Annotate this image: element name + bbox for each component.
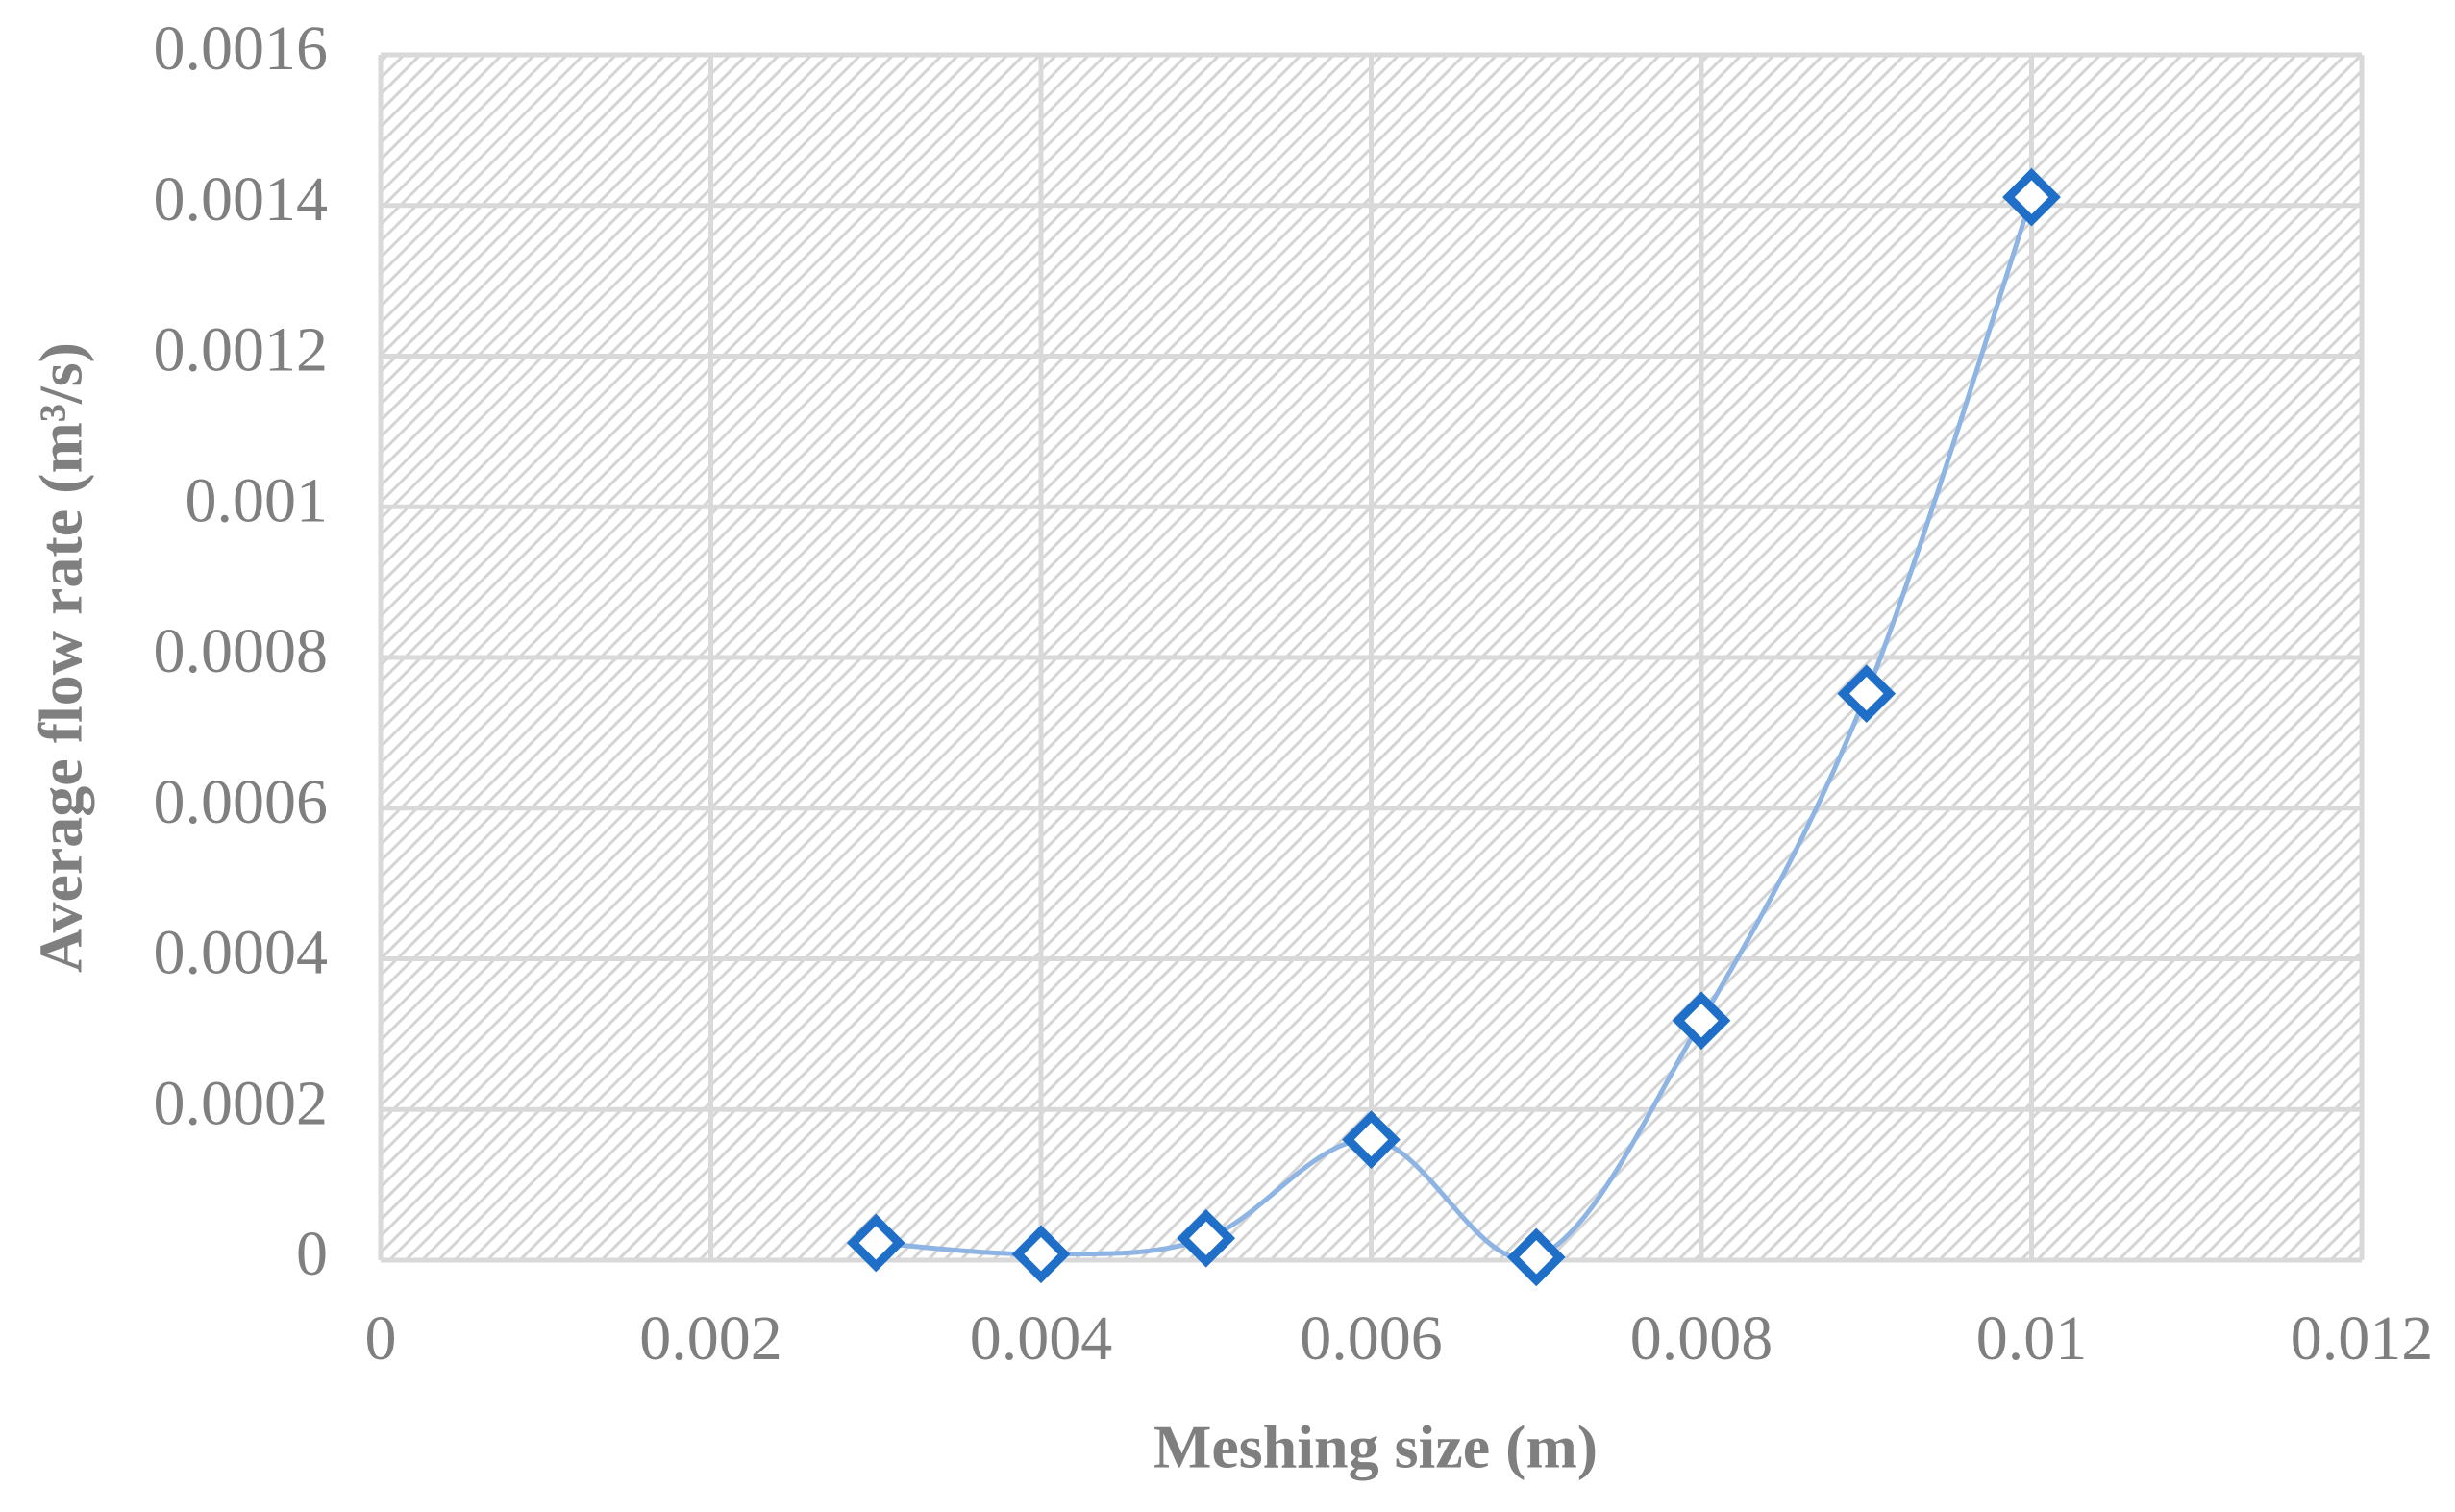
y-tick-label: 0.0006 [154,767,329,837]
marker [1672,991,1731,1051]
y-tick-label: 0.0016 [154,13,329,84]
x-tick-label: 0.006 [1300,1303,1443,1374]
y-tick-label: 0.001 [186,465,329,535]
x-tick-label: 0.012 [2291,1303,2434,1374]
y-tick-label: 0.0008 [154,616,329,686]
x-tick-label: 0.01 [1976,1303,2088,1374]
y-axis-title: Average flow rate (m³/s) [27,342,95,973]
marker [1506,1227,1566,1287]
y-tick-label: 0 [296,1219,328,1289]
y-tick-label: 0.0004 [154,918,329,988]
y-tick-label: 0.0012 [154,315,329,385]
x-tick-label: 0.002 [639,1303,782,1374]
x-tick-label: 0 [365,1303,397,1374]
marker [1342,1110,1401,1169]
x-axis-title: Meshing size (m) [1153,1413,1598,1481]
y-tick-label: 0.0002 [154,1068,329,1138]
marker [2002,167,2061,227]
y-tick-label: 0.0014 [154,164,329,235]
marker [1011,1225,1071,1284]
x-tick-label: 0.008 [1630,1303,1773,1374]
marker [846,1213,905,1273]
marker [1177,1208,1236,1268]
x-tick-label: 0.004 [970,1303,1113,1374]
marker [1837,664,1897,723]
